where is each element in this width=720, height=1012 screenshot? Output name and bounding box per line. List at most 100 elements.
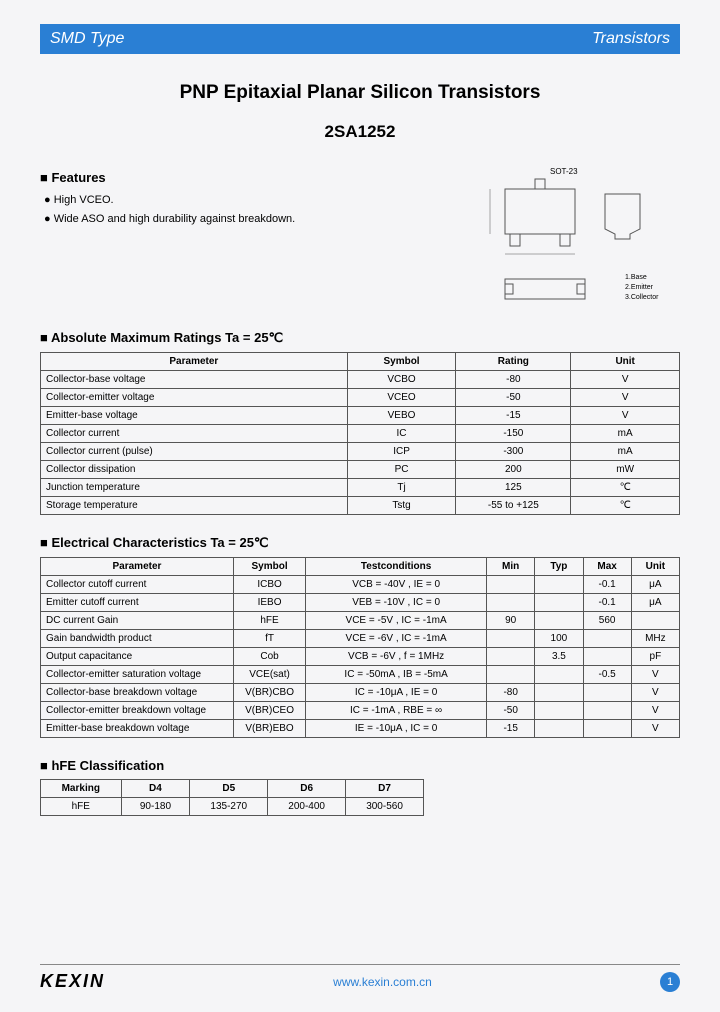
table-cell [631,612,679,630]
table-row: Output capacitanceCobVCB = -6V , f = 1MH… [41,648,680,666]
table-cell: Cob [233,648,305,666]
table-cell: 200-400 [268,798,346,816]
table-cell: Tj [347,479,456,497]
table-cell: Collector-emitter voltage [41,389,348,407]
table-header: Min [487,558,535,576]
svg-text:3.Collector: 3.Collector [625,294,659,301]
table-cell [535,576,583,594]
table-cell: 125 [456,479,571,497]
footer: KEXIN www.kexin.com.cn 1 [40,964,680,992]
table-cell: Output capacitance [41,648,234,666]
table-cell: 135-270 [190,798,268,816]
table-cell: fT [233,630,305,648]
table-row: Storage temperatureTstg-55 to +125℃ [41,497,680,515]
table-cell [583,720,631,738]
table-header: Max [583,558,631,576]
abs-max-table: ParameterSymbolRatingUnit Collector-base… [40,352,680,515]
table-cell: VCEO [347,389,456,407]
table-cell: μA [631,576,679,594]
table-cell [583,648,631,666]
table-cell: Junction temperature [41,479,348,497]
table-header: Testconditions [306,558,487,576]
table-row: Collector-base breakdown voltageV(BR)CBO… [41,684,680,702]
table-cell: 90 [487,612,535,630]
table-cell: -80 [456,371,571,389]
table-header: Parameter [41,353,348,371]
table-cell: Tstg [347,497,456,515]
table-row: Emitter-base voltageVEBO-15V [41,407,680,425]
table-row: Collector currentIC-150mA [41,425,680,443]
table-cell: Collector current (pulse) [41,443,348,461]
table-cell: 300-560 [346,798,424,816]
table-cell: V(BR)EBO [233,720,305,738]
table-cell: V(BR)CBO [233,684,305,702]
hfe-table: MarkingD4D5D6D7 hFE90-180135-270200-4003… [40,779,424,816]
table-cell: Collector cutoff current [41,576,234,594]
table-cell: VCB = -40V , IE = 0 [306,576,487,594]
table-cell [487,594,535,612]
table-header: Marking [41,780,122,798]
table-cell: hFE [233,612,305,630]
table-cell: IC = -10μA , IE = 0 [306,684,487,702]
svg-text:2.Emitter: 2.Emitter [625,284,654,291]
table-cell: DC current Gain [41,612,234,630]
table-header: Symbol [233,558,305,576]
table-cell: V(BR)CEO [233,702,305,720]
table-header: Symbol [347,353,456,371]
table-cell: VEB = -10V , IC = 0 [306,594,487,612]
table-cell: IE = -10μA , IC = 0 [306,720,487,738]
table-cell: V [571,407,680,425]
table-cell [583,684,631,702]
table-cell [535,702,583,720]
table-header: D7 [346,780,424,798]
table-cell: PC [347,461,456,479]
table-cell: Emitter-base breakdown voltage [41,720,234,738]
table-cell: -150 [456,425,571,443]
table-cell: 3.5 [535,648,583,666]
table-cell: pF [631,648,679,666]
table-header: Parameter [41,558,234,576]
table-cell: mW [571,461,680,479]
table-header: D5 [190,780,268,798]
table-row: Collector-emitter saturation voltageVCE(… [41,666,680,684]
feature-item: High VCEO. [44,191,438,210]
table-row: Collector-base voltageVCBO-80V [41,371,680,389]
table-cell: -0.1 [583,594,631,612]
table-cell: Emitter cutoff current [41,594,234,612]
table-cell [583,630,631,648]
table-cell: Collector-emitter saturation voltage [41,666,234,684]
table-cell: IEBO [233,594,305,612]
table-cell: -300 [456,443,571,461]
table-row: Collector cutoff currentICBOVCB = -40V ,… [41,576,680,594]
table-row: DC current GainhFEVCE = -5V , IC = -1mA9… [41,612,680,630]
table-row: Emitter-base breakdown voltageV(BR)EBOIE… [41,720,680,738]
table-cell: Collector current [41,425,348,443]
table-cell: Collector-emitter breakdown voltage [41,702,234,720]
part-number: 2SA1252 [40,122,680,142]
table-cell [535,684,583,702]
pkg-label: SOT-23 [550,167,578,176]
table-cell [535,720,583,738]
table-cell: V [571,371,680,389]
table-cell: Collector-base voltage [41,371,348,389]
table-row: Collector current (pulse)ICP-300mA [41,443,680,461]
header-left: SMD Type [50,30,124,48]
table-cell [583,702,631,720]
table-row: hFE90-180135-270200-400300-560 [41,798,424,816]
table-cell: -50 [487,702,535,720]
page-number: 1 [660,972,680,992]
table-header: Rating [456,353,571,371]
page-title: PNP Epitaxial Planar Silicon Transistors [40,82,680,104]
table-cell: -80 [487,684,535,702]
table-cell: 100 [535,630,583,648]
table-cell: IC = -50mA , IB = -5mA [306,666,487,684]
table-cell: V [631,702,679,720]
table-cell: -0.5 [583,666,631,684]
table-cell: ICP [347,443,456,461]
table-cell: -55 to +125 [456,497,571,515]
table-cell: mA [571,425,680,443]
table-cell: Storage temperature [41,497,348,515]
elec-table: ParameterSymbolTestconditionsMinTypMaxUn… [40,557,680,738]
feature-item: Wide ASO and high durability against bre… [44,210,438,229]
table-cell [487,666,535,684]
